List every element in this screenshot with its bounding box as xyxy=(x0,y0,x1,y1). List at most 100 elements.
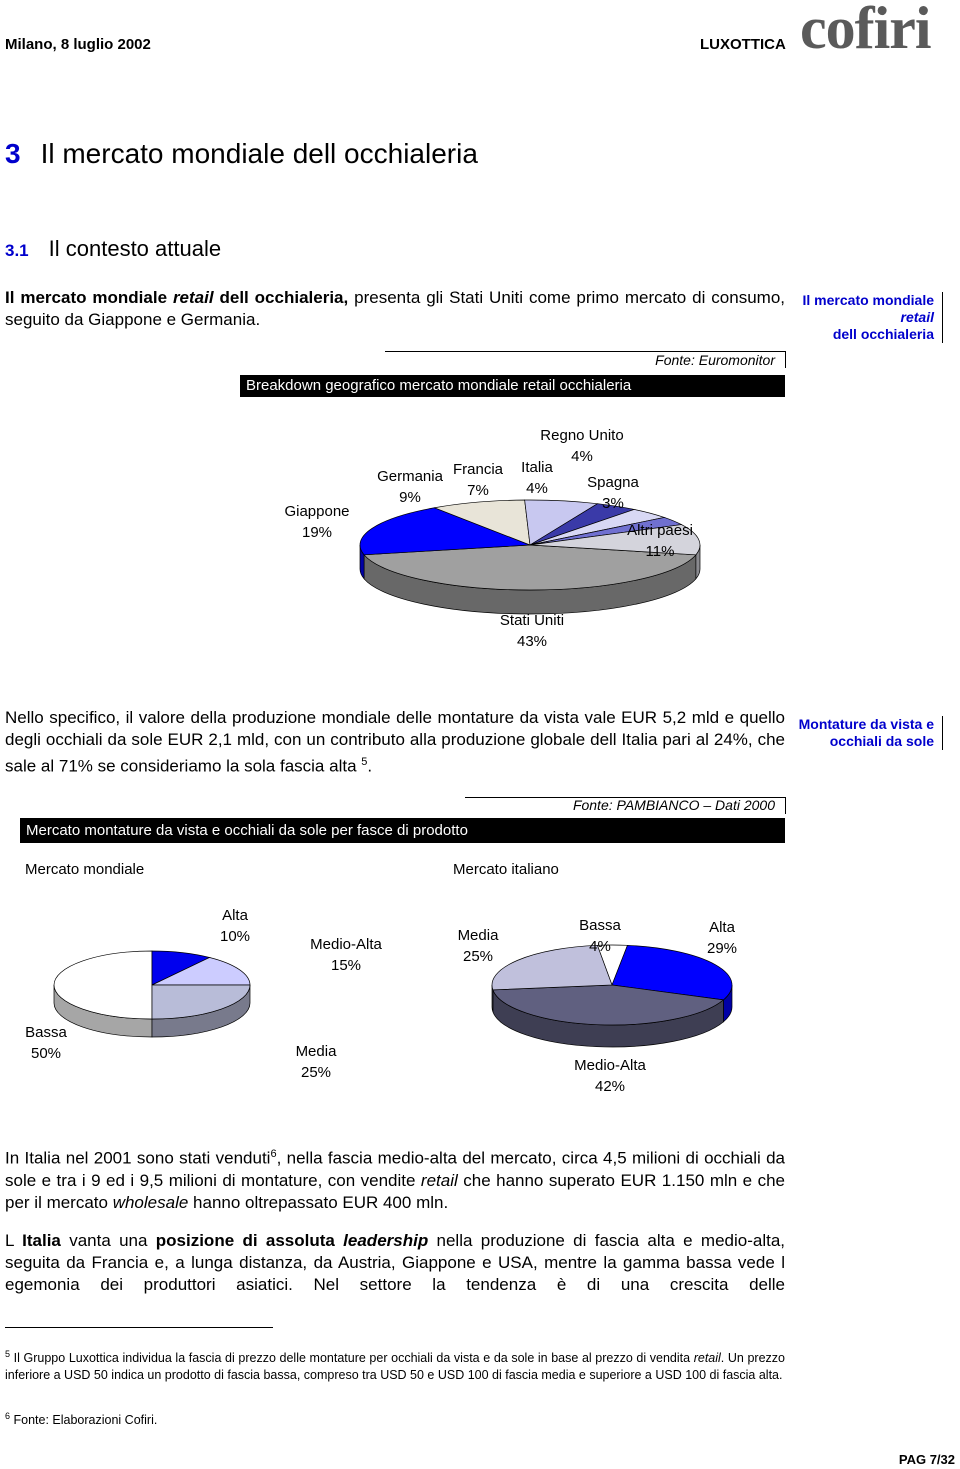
slice-label: Bassa xyxy=(579,917,621,934)
slice-value-label: 7% xyxy=(467,482,489,499)
paragraph: L Italia vanta una posizione di assoluta… xyxy=(5,1230,785,1296)
slice xyxy=(151,957,251,986)
paragraph: In Italia nel 2001 sono stati venduti6, … xyxy=(5,1143,785,1214)
slice-label: Media xyxy=(458,927,500,944)
slice-label: Spagna xyxy=(587,474,639,491)
text: Nello specifico, il valore della produzi… xyxy=(5,708,785,776)
text: retail xyxy=(693,1351,721,1366)
text: Il mercato mondiale xyxy=(5,288,173,307)
text: . Un prezzo inferiore a USD 50 indica un… xyxy=(5,1351,785,1383)
chart-subtitle: Mercato mondiale xyxy=(25,861,145,878)
footnote-rule xyxy=(5,1327,273,1328)
subsection-number: 3.1 xyxy=(5,241,29,260)
subsection-heading: 3.1 Il contesto attuale xyxy=(5,236,221,262)
slice-label: Italia xyxy=(521,459,553,476)
slice-value-label: 29% xyxy=(707,940,737,957)
slice-value-label: 4% xyxy=(571,448,593,465)
section-number: 3 xyxy=(5,138,21,169)
slice-value-label: 42% xyxy=(595,1078,625,1095)
text: presenta gli Stati Uniti come primo merc… xyxy=(5,288,786,329)
slice xyxy=(491,944,613,991)
slice-value-label: 10% xyxy=(220,928,250,945)
text: nella produzione di fascia alta e medio-… xyxy=(5,1231,786,1294)
slice-value-label: 50% xyxy=(31,1045,61,1062)
slice-value-label: 25% xyxy=(463,948,493,965)
paragraph: Il mercato mondiale retail dell occhiale… xyxy=(5,287,785,331)
slice-value-label: 9% xyxy=(399,489,421,506)
footnote-number: 6 xyxy=(5,1411,11,1421)
slice xyxy=(492,984,725,1026)
chart-title: Breakdown geografico mercato mondiale re… xyxy=(240,375,785,397)
chart-source: Fonte: Euromonitor xyxy=(655,352,775,368)
chart-title: Mercato montature da vista e occhiali da… xyxy=(20,818,785,843)
slice-label: Francia xyxy=(453,461,504,478)
text: dell occhialeria xyxy=(832,326,934,342)
text: Il Gruppo Luxottica individua la fascia … xyxy=(13,1351,694,1366)
slice xyxy=(611,944,733,1001)
text: dell occhialeria, xyxy=(213,288,349,307)
text: . xyxy=(367,756,373,776)
footnote: 5 Il Gruppo Luxottica individua la fasci… xyxy=(5,1346,785,1384)
slice-value-label: 43% xyxy=(517,633,547,650)
page-number: PAG 7/32 xyxy=(898,1452,955,1467)
text: Fonte: Elaborazioni Cofiri. xyxy=(13,1413,158,1428)
slice-label: Alta xyxy=(709,919,736,936)
slice-label: Alta xyxy=(222,907,249,924)
slice-value-label: 3% xyxy=(602,495,624,512)
slice-value-label: 15% xyxy=(331,957,361,974)
subsection-title: Il contesto attuale xyxy=(48,236,222,261)
text: posizione di assoluta xyxy=(155,1231,344,1250)
chart-subtitle: Mercato italiano xyxy=(453,861,559,878)
text: hanno oltrepassato EUR 400 mln. xyxy=(188,1192,449,1212)
text: che hanno superato EUR 1.150 mln e che p… xyxy=(5,1170,785,1212)
header-company: LUXOTTICA xyxy=(700,36,786,53)
slice xyxy=(529,524,701,556)
text: vanta una xyxy=(60,1231,156,1250)
slice-label: Stati Uniti xyxy=(500,612,564,629)
slice-label: Media xyxy=(296,1043,338,1060)
source-frame xyxy=(385,351,786,368)
section-title: Il mercato mondiale dell occhialeria xyxy=(40,138,478,169)
header-date: Milano, 8 luglio 2002 xyxy=(5,36,151,53)
slice-label: Medio-Alta xyxy=(310,936,382,953)
slice-value-label: 19% xyxy=(302,524,332,541)
text: wholesale xyxy=(112,1192,189,1212)
slice xyxy=(151,984,251,1020)
slice-value-label: 4% xyxy=(526,480,548,497)
text: retail xyxy=(420,1170,458,1190)
footnote-ref: 6 xyxy=(270,1148,277,1160)
text: Il mercato mondiale xyxy=(802,292,934,308)
footnote: 6 Fonte: Elaborazioni Cofiri. xyxy=(5,1408,785,1429)
paragraph: Nello specifico, il valore della produzi… xyxy=(5,707,785,778)
text: leadership xyxy=(343,1231,429,1250)
section-heading: 3 Il mercato mondiale dell occhialeria xyxy=(5,138,478,170)
slice-value-label: 4% xyxy=(589,938,611,955)
slice-value-label: 25% xyxy=(301,1064,331,1081)
slice-value-label: 11% xyxy=(646,543,675,560)
slice-label: Germania xyxy=(377,468,444,485)
slice-label: Regno Unito xyxy=(540,427,623,444)
slice xyxy=(363,544,697,591)
logo: cofiri xyxy=(800,0,932,61)
slice-label: Giappone xyxy=(284,503,349,520)
text: In Italia nel 2001 sono stati venduti xyxy=(5,1148,271,1168)
sidenote: Il mercato mondiale retail dell occhiale… xyxy=(784,292,943,343)
footnote-ref: 5 xyxy=(361,756,368,768)
slice-label: Altri paesi xyxy=(627,522,693,539)
slice xyxy=(433,499,531,546)
slice-label: Bassa xyxy=(25,1024,67,1041)
text: retail xyxy=(172,288,214,307)
text: L xyxy=(5,1231,23,1250)
chart-source: Fonte: PAMBIANCO – Dati 2000 xyxy=(572,797,775,813)
source-frame xyxy=(465,797,786,814)
footnote-number: 5 xyxy=(5,1349,11,1359)
slice-label: Medio-Alta xyxy=(574,1057,646,1074)
text: retail xyxy=(900,309,934,325)
text: Italia xyxy=(22,1231,61,1250)
slice xyxy=(359,507,531,556)
text: , nella fascia medio-alta del mercato, c… xyxy=(5,1148,786,1190)
slice xyxy=(53,950,153,1020)
sidenote: Montature da vista e occhiali da sole xyxy=(784,716,943,750)
